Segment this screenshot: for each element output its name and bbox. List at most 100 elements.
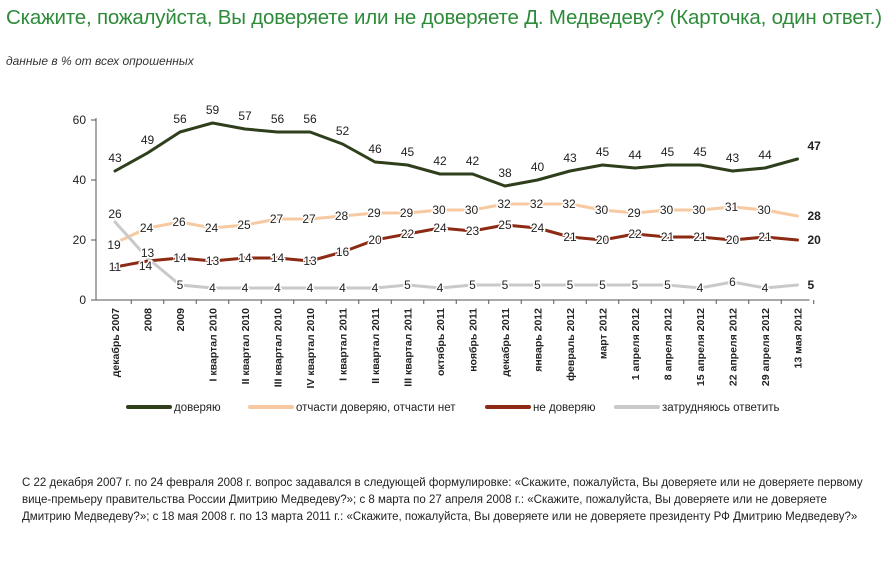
data-label: 56 [303, 112, 317, 126]
series-line [113, 121, 799, 188]
data-label: 24 [205, 221, 219, 235]
data-label: 14 [173, 251, 187, 265]
data-label: 24 [140, 221, 154, 235]
data-label: 25 [237, 218, 251, 232]
series-lines [113, 121, 799, 290]
data-label: 4 [242, 281, 249, 295]
data-label: 5 [808, 278, 815, 292]
axes: 0 20 40 60 [73, 113, 815, 307]
x-tick-label: ноябрь 2011 [468, 308, 480, 372]
data-label: 42 [433, 154, 447, 168]
data-label: 5 [599, 278, 606, 292]
legend: доверяю отчасти доверяю, отчасти нет не до… [126, 402, 780, 414]
y-tick-label: 0 [79, 293, 86, 307]
data-label: 30 [660, 203, 674, 217]
data-label: 6 [729, 275, 736, 289]
data-label: 56 [173, 112, 187, 126]
data-label: 24 [531, 221, 545, 235]
data-label: 29 [367, 206, 381, 220]
data-label: 57 [238, 109, 252, 123]
x-tick-label: II квартал 2010 [240, 308, 252, 385]
data-label: 28 [335, 209, 349, 223]
x-tick-label: 2009 [175, 308, 187, 332]
data-label: 4 [762, 281, 769, 295]
data-label: 30 [432, 203, 446, 217]
x-tick-label: декабрь 2011 [500, 308, 512, 377]
legend-label: отчасти доверяю, отчасти нет [296, 402, 456, 414]
data-label: 4 [339, 281, 346, 295]
data-label: 30 [595, 203, 609, 217]
data-label: 30 [692, 203, 706, 217]
x-tick-label: февраль 2012 [565, 308, 577, 381]
data-label: 13 [303, 254, 317, 268]
data-label: 20 [368, 233, 382, 247]
x-tick-label: декабрь 2007 [110, 308, 122, 377]
data-label: 5 [664, 278, 671, 292]
data-label: 47 [808, 139, 822, 153]
data-label: 45 [401, 145, 415, 159]
chart-title: Скажите, пожалуйста, Вы доверяете или не… [6, 6, 882, 29]
data-label: 26 [172, 215, 186, 229]
data-label: 21 [661, 230, 675, 244]
data-label: 14 [271, 251, 285, 265]
data-label: 16 [336, 245, 350, 259]
data-label: 4 [209, 281, 216, 295]
data-label: 20 [726, 233, 740, 247]
footnote: С 22 декабря 2007 г. по 24 февраля 2008 … [22, 477, 863, 523]
data-label: 4 [437, 281, 444, 295]
data-label: 32 [562, 197, 576, 211]
data-label: 43 [563, 151, 577, 165]
data-label: 20 [808, 233, 822, 247]
data-label: 14 [139, 259, 153, 273]
data-label: 14 [238, 251, 252, 265]
data-label: 29 [627, 206, 641, 220]
x-tick-label: 15 апреля 2012 [695, 308, 707, 386]
data-label: 4 [697, 281, 704, 295]
x-tick-label: IV квартал 2010 [305, 308, 317, 389]
data-label: 13 [206, 254, 220, 268]
series-line [113, 223, 799, 269]
data-label: 44 [628, 148, 642, 162]
data-label: 32 [497, 197, 511, 211]
data-label: 21 [563, 230, 577, 244]
data-label: 45 [596, 145, 610, 159]
data-label: 40 [531, 160, 545, 174]
x-tick-label: 2008 [143, 308, 155, 332]
data-label: 5 [177, 278, 184, 292]
x-tick-label: март 2012 [598, 308, 610, 359]
x-tick-label: I квартал 2010 [208, 308, 220, 382]
x-tick-label: январь 2012 [533, 308, 545, 372]
data-label: 27 [270, 212, 284, 226]
x-tick-label: III квартал 2010 [273, 308, 285, 387]
legend-label: затрудняюсь ответить [662, 402, 780, 414]
legend-label: доверяю [174, 402, 221, 414]
data-label: 44 [758, 148, 772, 162]
data-label: 30 [465, 203, 479, 217]
data-label: 45 [661, 145, 675, 159]
data-label: 20 [596, 233, 610, 247]
data-label: 22 [401, 227, 415, 241]
data-label: 23 [466, 224, 480, 238]
x-tick-label: 1 апреля 2012 [630, 308, 642, 380]
series-line [113, 220, 799, 290]
data-label: 5 [632, 278, 639, 292]
y-tick-label: 60 [73, 113, 87, 127]
x-tick-label: I квартал 2011 [338, 308, 350, 381]
data-label: 28 [808, 209, 822, 223]
x-tick-labels: декабрь 2007 2008 2009 I квартал 2010 II ква… [110, 308, 805, 389]
data-label: 22 [628, 227, 642, 241]
data-label: 5 [567, 278, 574, 292]
data-label: 52 [336, 124, 350, 138]
data-label: 45 [693, 145, 707, 159]
data-label: 4 [307, 281, 314, 295]
data-label: 49 [141, 133, 155, 147]
data-label: 5 [469, 278, 476, 292]
data-label: 42 [466, 154, 480, 168]
data-label: 4 [274, 281, 281, 295]
data-label: 25 [498, 218, 512, 232]
data-label: 24 [433, 221, 447, 235]
y-tick-label: 20 [73, 233, 87, 247]
data-label: 29 [400, 206, 414, 220]
